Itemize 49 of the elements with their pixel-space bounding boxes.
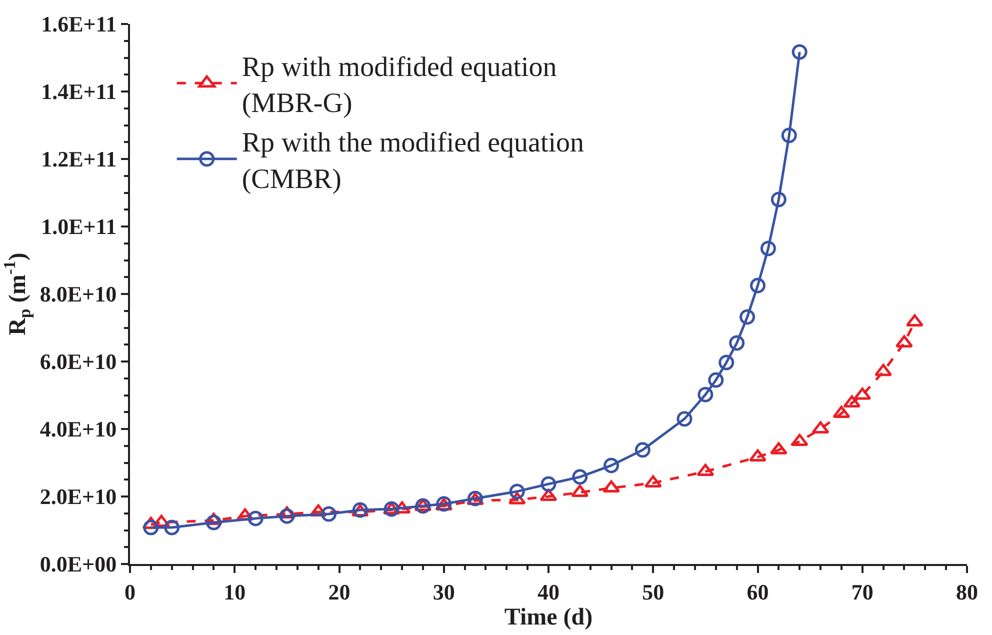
point (708, 372, 724, 388)
point (206, 514, 222, 530)
point (696, 464, 714, 476)
y-tick-label: 2.0E+10 (40, 484, 117, 510)
point (248, 510, 264, 526)
x-axis-title: Time (d) (504, 604, 593, 630)
point (602, 480, 620, 493)
point (164, 520, 180, 536)
point (572, 469, 588, 485)
y-tick-label: 1.0E+11 (41, 214, 117, 240)
point (143, 520, 159, 536)
point (729, 335, 745, 351)
x-tick-label: 0 (124, 579, 136, 604)
point (770, 192, 786, 208)
point (781, 128, 797, 144)
y-tick-label: 1.2E+11 (41, 146, 117, 172)
point (906, 314, 924, 327)
point (740, 309, 756, 325)
point (843, 395, 861, 408)
y-tick-label: 8.0E+10 (40, 282, 117, 307)
point (540, 476, 556, 492)
x-tick-label: 10 (224, 579, 246, 604)
y-tick-label: 0.0E+00 (40, 552, 117, 577)
point (748, 449, 767, 462)
legend-label: Rp with the modified equation (CMBR) (242, 128, 584, 196)
point (279, 508, 295, 524)
point (509, 484, 525, 500)
x-tick-label: 70 (851, 579, 874, 604)
point (874, 364, 892, 376)
x-tick-label: 30 (432, 579, 455, 604)
y-tick-label: 1.6E+11 (41, 12, 117, 37)
point (760, 240, 776, 256)
x-tick-label: 60 (746, 579, 769, 604)
point (698, 386, 714, 402)
legend-label: Rp with modifided equation (MBR-G) (242, 52, 557, 120)
x-tick-label: 40 (538, 579, 560, 604)
point (604, 458, 620, 474)
point (792, 44, 808, 60)
y-tick-label: 4.0E+10 (40, 416, 117, 442)
point (321, 506, 337, 522)
point (676, 411, 692, 427)
x-tick-label: 20 (328, 579, 350, 604)
point (718, 354, 734, 370)
y-tick-label: 1.4E+11 (41, 79, 117, 104)
point (634, 442, 650, 458)
x-tick-label: 50 (642, 579, 664, 604)
x-tick-label: 80 (956, 579, 978, 604)
point (750, 278, 766, 294)
y-tick-label: 6.0E+10 (40, 349, 117, 374)
